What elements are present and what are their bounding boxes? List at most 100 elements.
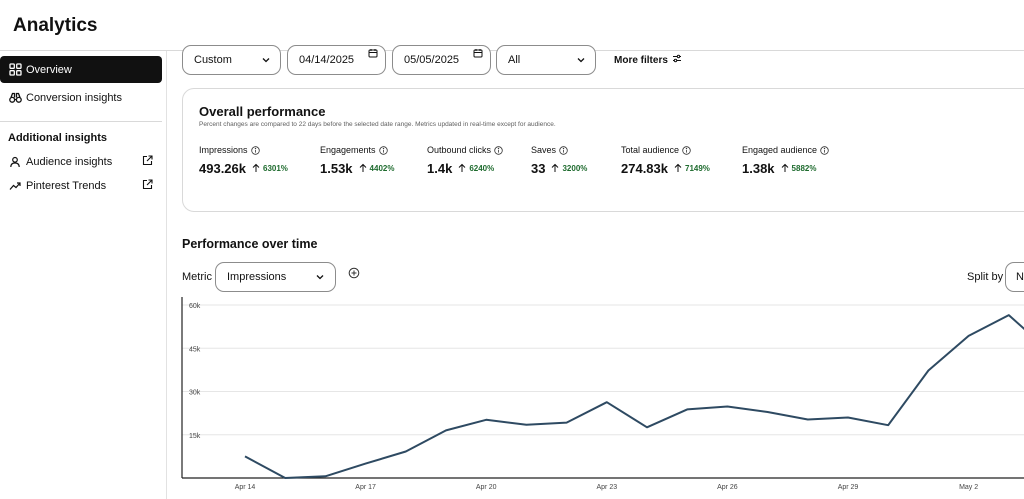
more-filters-label: More filters: [614, 54, 668, 66]
metric-change: 6240%: [458, 163, 494, 173]
metric-label: Outbound clicks: [427, 145, 503, 155]
info-icon[interactable]: [682, 145, 691, 155]
split-by-select[interactable]: N: [1005, 262, 1024, 292]
x-tick-label: Apr 23: [596, 484, 617, 491]
metric-engaged-audience: Engaged audience 1.38k 5882%: [742, 145, 829, 176]
metric-change: 6301%: [252, 163, 288, 173]
metric-outbound-clicks: Outbound clicks 1.4k 6240%: [427, 145, 503, 176]
metric-label-text: Engagements: [320, 145, 376, 155]
x-tick-label: Apr 29: [838, 484, 859, 491]
info-icon[interactable]: [250, 145, 260, 155]
app-title: Analytics: [13, 15, 98, 36]
split-by-label: Split by: [967, 271, 1004, 283]
x-tick-label: Apr 17: [355, 484, 376, 491]
y-tick-label: 30k: [189, 390, 201, 397]
up-arrow-icon: [458, 163, 466, 173]
metric-label-text: Engaged audience: [742, 145, 818, 155]
info-icon[interactable]: [378, 145, 388, 155]
metric-impressions: Impressions 493.26k 6301%: [199, 145, 288, 176]
split-by-value: N: [1016, 271, 1024, 283]
add-metric-icon[interactable]: [348, 266, 360, 279]
metric-change: 4402%: [359, 163, 395, 173]
metric-engagements: Engagements 1.53k 4402%: [320, 145, 394, 176]
metric-change-text: 6301%: [263, 163, 288, 173]
y-tick-label: 60k: [189, 303, 201, 310]
overview-grid-icon: [8, 63, 22, 77]
scope-select[interactable]: All: [496, 45, 596, 75]
end-date-field[interactable]: 05/05/2025: [392, 45, 491, 75]
metric-change: 3200%: [551, 163, 587, 173]
sidebar-item-conversion-insights[interactable]: Conversion insights: [0, 84, 162, 111]
metric-change-text: 6240%: [469, 163, 495, 173]
metric-label-text: Outbound clicks: [427, 145, 492, 155]
performance-over-time-title: Performance over time: [182, 237, 318, 251]
chevron-down-icon: [576, 55, 586, 65]
metric-label-text: Saves: [531, 145, 557, 155]
scope-value: All: [508, 54, 521, 66]
external-link-icon[interactable]: [142, 155, 154, 167]
overall-performance-card: Overall performance Percent changes are …: [182, 88, 1024, 212]
x-tick-label: Apr 20: [476, 484, 497, 491]
metric-value: 493.26k: [199, 161, 246, 176]
sidebar-divider: [0, 121, 162, 122]
impressions-series-line: [244, 314, 1024, 479]
metric-label-text: Impressions: [199, 145, 248, 155]
metric-value: 33: [531, 161, 546, 176]
metric-select[interactable]: Impressions: [215, 262, 336, 292]
info-icon[interactable]: [820, 145, 829, 155]
sidebar-item-label: Conversion insights: [26, 91, 122, 104]
x-tick-label: May 2: [959, 484, 978, 491]
calendar-icon[interactable]: [368, 48, 378, 58]
metric-change: 7149%: [674, 163, 710, 173]
metric-label: Engagements: [320, 145, 394, 155]
person-icon: [8, 155, 22, 169]
metric-value: 274.83k: [621, 161, 668, 176]
sidebar-item-label: Overview: [26, 63, 72, 76]
date-range-select[interactable]: Custom: [182, 45, 281, 75]
sidebar-item-pinterest-trends[interactable]: Pinterest Trends: [0, 172, 162, 199]
end-date-value: 05/05/2025: [404, 54, 460, 66]
metric-label-text: Total audience: [621, 145, 680, 155]
sidebar-item-label: Pinterest Trends: [26, 179, 107, 192]
metric-value: 1.4k: [427, 161, 453, 176]
overall-performance-subtitle: Percent changes are compared to 22 days …: [199, 121, 556, 128]
up-arrow-icon: [359, 163, 367, 173]
chevron-down-icon: [261, 55, 271, 65]
external-link-icon[interactable]: [142, 179, 154, 191]
metric-total-audience: Total audience 274.83k 7149%: [621, 145, 710, 176]
info-icon[interactable]: [559, 145, 568, 155]
info-icon[interactable]: [494, 145, 503, 155]
calendar-icon[interactable]: [473, 48, 483, 58]
performance-line-chart: 15k 30k 45k 60k Apr 14 Apr 17 Apr 20 Apr 23 Apr …: [181, 297, 1024, 491]
metric-label: Total audience: [621, 145, 710, 155]
up-arrow-icon: [551, 163, 559, 173]
metric-change-text: 3200%: [562, 163, 588, 173]
additional-insights-heading: Additional insights: [8, 132, 107, 144]
x-tick-label: Apr 14: [235, 484, 256, 491]
metric-label: Metric: [182, 271, 212, 283]
conversion-binoculars-icon: [8, 91, 22, 105]
metric-label: Saves: [531, 145, 587, 155]
sidebar-item-overview[interactable]: Overview: [0, 56, 162, 83]
filter-sliders-icon: [672, 54, 682, 66]
metric-value: 1.53k: [320, 161, 353, 176]
metric-label: Engaged audience: [742, 145, 829, 155]
sidebar-item-label: Audience insights: [26, 155, 113, 168]
chevron-down-icon: [315, 272, 325, 282]
sidebar-item-audience-insights[interactable]: Audience insights: [0, 148, 162, 175]
overall-performance-title: Overall performance: [199, 104, 326, 119]
up-arrow-icon: [252, 163, 260, 173]
metric-label: Impressions: [199, 145, 288, 155]
start-date-value: 04/14/2025: [299, 54, 355, 66]
y-tick-label: 15k: [189, 433, 201, 440]
up-arrow-icon: [674, 163, 682, 173]
metric-change-text: 4402%: [369, 163, 395, 173]
date-range-value: Custom: [194, 54, 232, 66]
metric-change-text: 7149%: [685, 163, 710, 173]
y-tick-label: 45k: [189, 346, 201, 353]
metric-change-text: 5882%: [791, 163, 817, 173]
sidebar: Overview Conversion insights Additional …: [0, 51, 167, 499]
metric-value: 1.38k: [742, 161, 775, 176]
more-filters-button[interactable]: More filters: [614, 54, 682, 66]
start-date-field[interactable]: 04/14/2025: [287, 45, 386, 75]
